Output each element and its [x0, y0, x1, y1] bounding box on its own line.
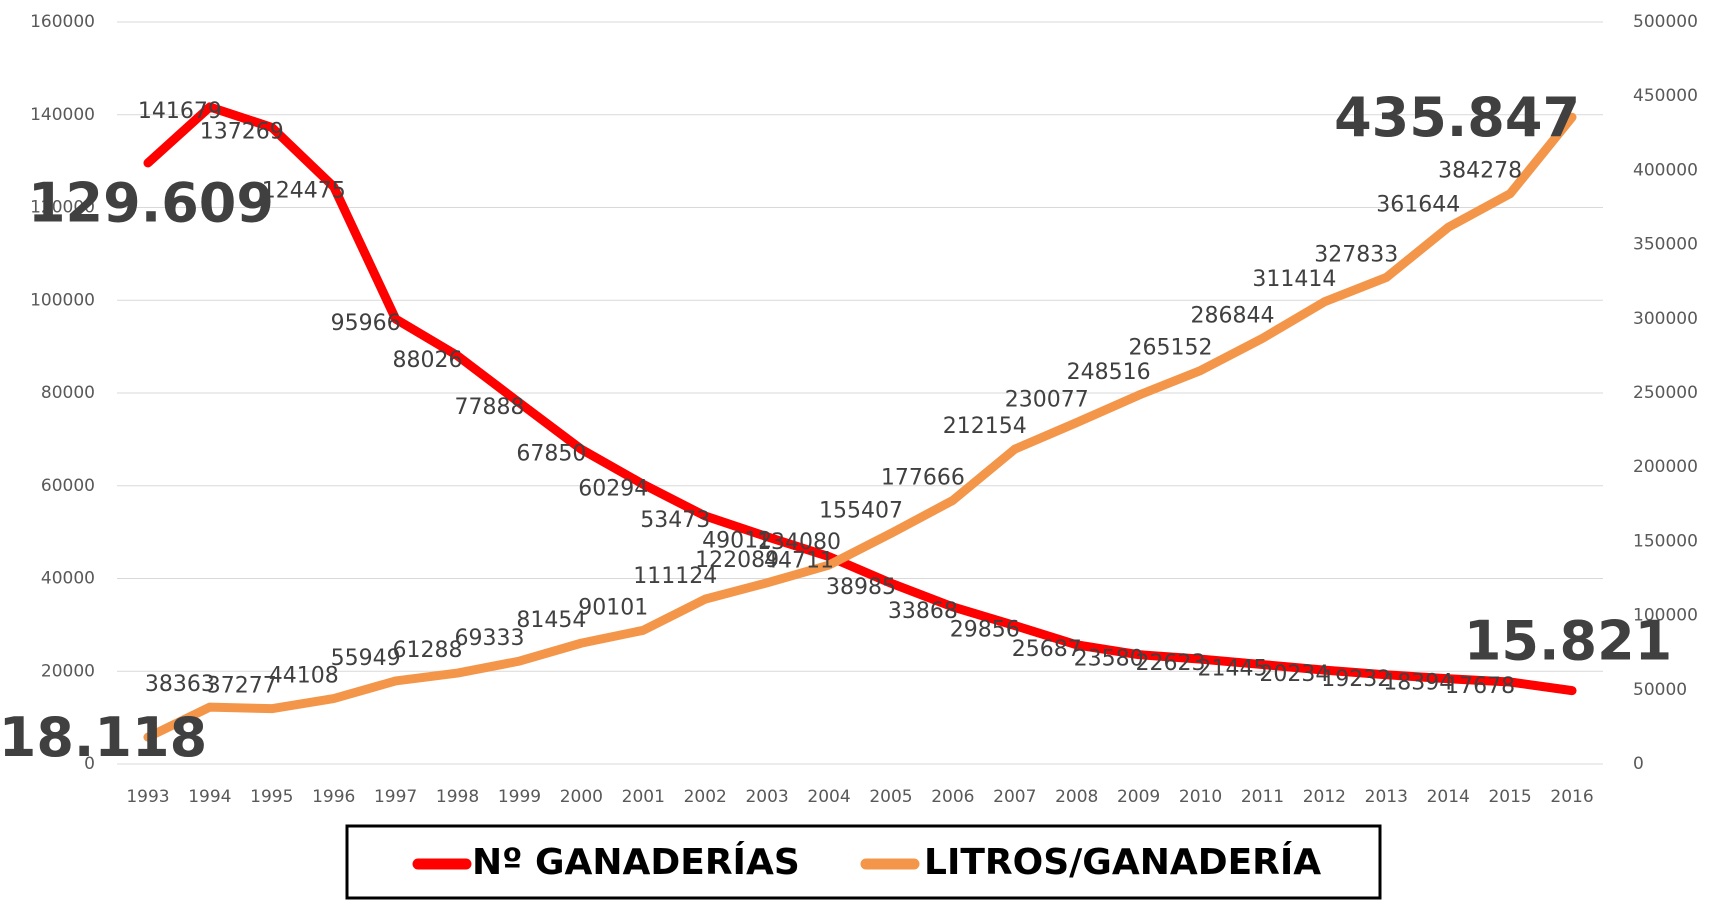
- x-tick-label: 2009: [1117, 787, 1160, 807]
- x-tick-label: 1995: [250, 787, 293, 807]
- data-label: 37277: [207, 674, 277, 699]
- data-label: 111124: [633, 564, 717, 589]
- y-tick-label: 80000: [41, 383, 95, 403]
- x-tick-label: 2015: [1488, 787, 1531, 807]
- data-label: 122089: [695, 548, 779, 573]
- data-label: 22623: [1136, 651, 1206, 676]
- data-label: 19232: [1321, 667, 1391, 692]
- x-tick-label: 2013: [1365, 787, 1408, 807]
- x-tick-label: 2008: [1055, 787, 1098, 807]
- data-label: 23580: [1074, 647, 1144, 672]
- data-label: 177666: [881, 465, 965, 490]
- x-tick-label: 2011: [1241, 787, 1284, 807]
- y2-tick-label: 350000: [1633, 235, 1698, 255]
- data-label: 311414: [1252, 267, 1336, 292]
- x-tick-label: 2012: [1303, 787, 1346, 807]
- y2-tick-label: 200000: [1633, 457, 1698, 477]
- data-label: 49012: [702, 529, 772, 554]
- x-tick-label: 1993: [126, 787, 169, 807]
- data-label: 18394: [1383, 671, 1453, 696]
- data-label: 124475: [262, 179, 346, 204]
- data-label: 25687: [1012, 637, 1082, 662]
- data-label-highlight: 129.609: [28, 172, 274, 235]
- data-label: 141679: [138, 99, 222, 124]
- x-tick-label: 2000: [560, 787, 603, 807]
- y2-tick-label: 0: [1633, 754, 1644, 774]
- x-tick-label: 2016: [1550, 787, 1593, 807]
- data-label: 248516: [1067, 360, 1151, 385]
- y-tick-label: 40000: [41, 569, 95, 589]
- y2-tick-label: 450000: [1633, 86, 1698, 106]
- data-label: 53473: [640, 508, 710, 533]
- data-label: 61288: [393, 638, 463, 663]
- y-tick-label: 60000: [41, 476, 95, 496]
- legend-label: LITROS/GANADERÍA: [924, 841, 1321, 883]
- y2-tick-label: 100000: [1633, 606, 1698, 626]
- data-label: 38363: [145, 672, 215, 697]
- data-label: 90101: [578, 595, 648, 620]
- data-label-highlight: 435.847: [1334, 86, 1580, 149]
- data-label: 95966: [331, 311, 401, 336]
- x-tick-label: 1998: [436, 787, 479, 807]
- y-tick-label: 140000: [30, 105, 95, 125]
- data-label: 265152: [1129, 336, 1213, 361]
- data-label: 44711: [764, 549, 834, 574]
- data-label: 361644: [1376, 192, 1460, 217]
- data-label: 67850: [516, 441, 586, 466]
- y-tick-label: 20000: [41, 661, 95, 681]
- data-label: 88026: [393, 348, 463, 373]
- data-label: 384278: [1438, 159, 1522, 184]
- data-label: 20234: [1259, 662, 1329, 687]
- data-label: 81454: [516, 608, 586, 633]
- data-label: 29856: [950, 618, 1020, 643]
- x-tick-label: 2006: [931, 787, 974, 807]
- data-label: 55949: [331, 646, 401, 671]
- x-tick-label: 2004: [807, 787, 850, 807]
- data-label: 21445: [1197, 657, 1267, 682]
- data-label-highlight: 18.118: [0, 706, 207, 769]
- series-line: [143, 102, 1577, 696]
- y-tick-label: 100000: [30, 290, 95, 310]
- data-label: 155407: [819, 498, 903, 523]
- x-tick-label: 2002: [684, 787, 727, 807]
- y2-tick-label: 150000: [1633, 531, 1698, 551]
- data-label: 33868: [888, 599, 958, 624]
- data-label: 17678: [1445, 674, 1515, 699]
- data-label: 230077: [1005, 388, 1089, 413]
- data-label: 137269: [200, 119, 284, 144]
- y2-tick-label: 300000: [1633, 309, 1698, 329]
- x-tick-label: 2005: [869, 787, 912, 807]
- y-tick-label: 160000: [30, 12, 95, 32]
- x-tick-label: 2001: [622, 787, 665, 807]
- x-tick-label: 2014: [1427, 787, 1470, 807]
- data-label: 286844: [1190, 303, 1274, 328]
- data-label: 38985: [826, 575, 896, 600]
- x-tick-label: 1997: [374, 787, 417, 807]
- y2-tick-label: 500000: [1633, 12, 1698, 32]
- data-label: 69333: [454, 626, 524, 651]
- x-tick-label: 2003: [745, 787, 788, 807]
- series-line: [143, 112, 1577, 742]
- x-tick-label: 2007: [993, 787, 1036, 807]
- x-tick-label: 1994: [188, 787, 231, 807]
- y-tick-label: 0: [84, 754, 95, 774]
- y2-tick-label: 250000: [1633, 383, 1698, 403]
- legend-label: Nº GANADERÍAS: [472, 841, 800, 883]
- data-label: 327833: [1314, 242, 1398, 267]
- x-tick-label: 1996: [312, 787, 355, 807]
- data-label: 77888: [454, 395, 524, 420]
- data-label: 134080: [757, 530, 841, 555]
- data-label-highlight: 15.821: [1464, 609, 1672, 672]
- data-label: 44108: [269, 664, 339, 689]
- x-tick-label: 2010: [1179, 787, 1222, 807]
- y2-tick-label: 400000: [1633, 160, 1698, 180]
- y2-tick-label: 50000: [1633, 680, 1687, 700]
- x-tick-label: 1999: [498, 787, 541, 807]
- data-label: 212154: [943, 414, 1027, 439]
- data-label: 60294: [578, 476, 648, 501]
- y-tick-label: 120000: [30, 198, 95, 218]
